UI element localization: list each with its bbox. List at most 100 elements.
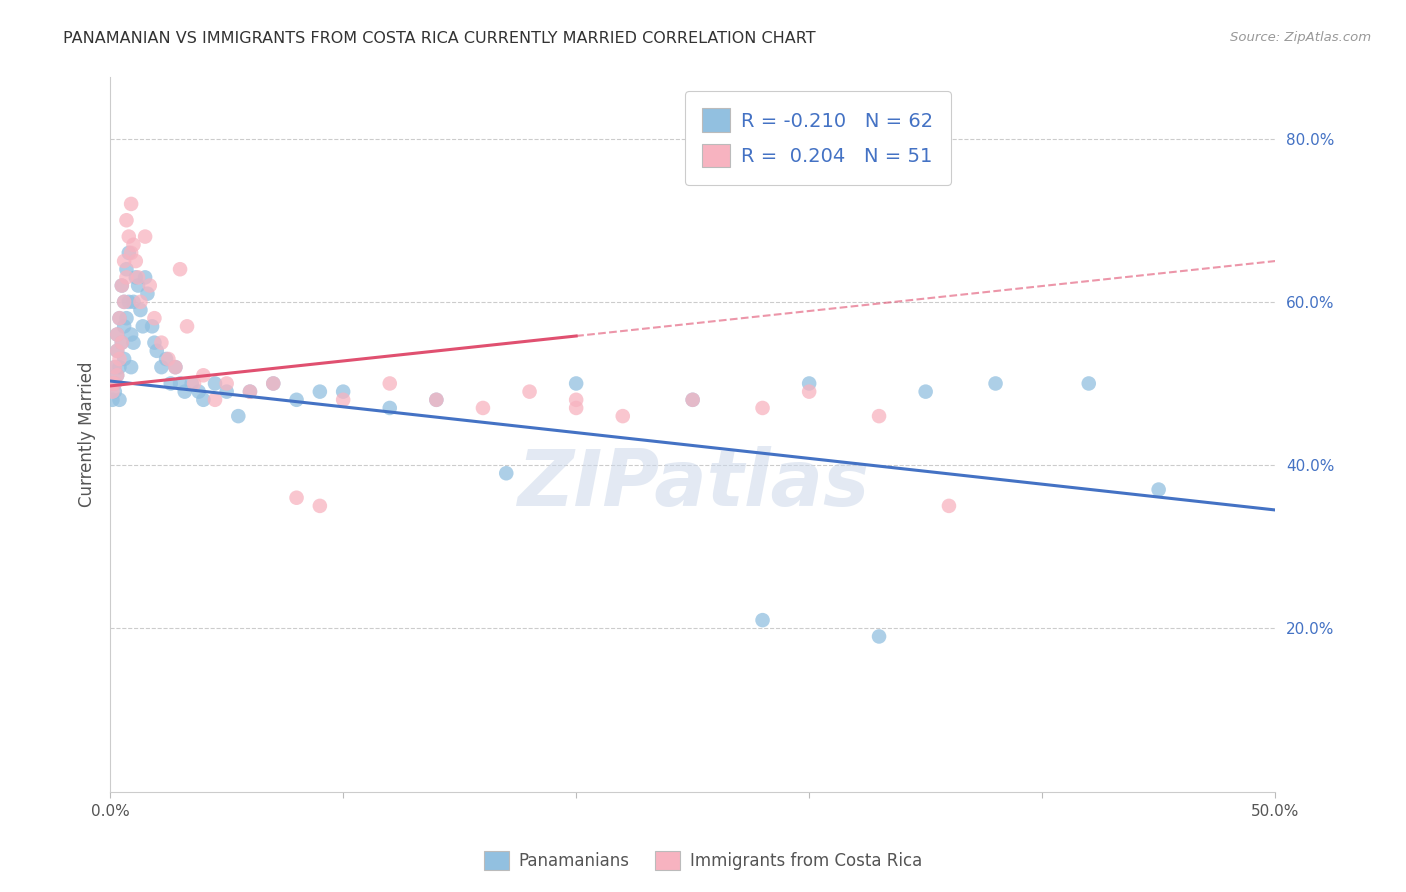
- Point: [187, 384, 209, 399]
- Point: [125, 270, 148, 285]
- Point: [226, 409, 249, 423]
- Point: [125, 254, 148, 268]
- Point: [682, 392, 704, 407]
- Point: [111, 278, 134, 293]
- Point: [285, 392, 308, 407]
- Point: [565, 376, 588, 391]
- Point: [145, 343, 167, 358]
- Point: [180, 376, 202, 391]
- Point: [122, 294, 145, 309]
- Point: [122, 237, 145, 252]
- Point: [132, 319, 155, 334]
- Point: [104, 376, 127, 391]
- Point: [308, 499, 330, 513]
- Point: [105, 368, 128, 383]
- Point: [143, 335, 166, 350]
- Point: [173, 384, 195, 399]
- Point: [751, 613, 773, 627]
- Point: [378, 401, 401, 415]
- Point: [471, 401, 494, 415]
- Point: [120, 327, 142, 342]
- Point: [136, 286, 159, 301]
- Point: [308, 384, 330, 399]
- Point: [204, 376, 226, 391]
- Point: [104, 360, 127, 375]
- Point: [193, 392, 215, 407]
- Point: [239, 384, 262, 399]
- Point: [108, 311, 131, 326]
- Point: [215, 376, 238, 391]
- Point: [101, 376, 124, 391]
- Point: [332, 384, 354, 399]
- Point: [332, 392, 354, 407]
- Point: [139, 278, 162, 293]
- Point: [105, 327, 128, 342]
- Point: [159, 376, 181, 391]
- Point: [868, 630, 890, 644]
- Point: [612, 409, 634, 423]
- Point: [112, 254, 135, 268]
- Point: [495, 467, 517, 481]
- Point: [262, 376, 284, 391]
- Y-axis label: Currently Married: Currently Married: [79, 362, 96, 508]
- Point: [262, 376, 284, 391]
- Point: [169, 262, 191, 277]
- Legend: R = -0.210   N = 62, R =  0.204   N = 51: R = -0.210 N = 62, R = 0.204 N = 51: [685, 91, 950, 185]
- Point: [425, 392, 447, 407]
- Point: [127, 270, 149, 285]
- Point: [1077, 376, 1099, 391]
- Point: [105, 343, 128, 358]
- Point: [112, 294, 135, 309]
- Point: [176, 319, 198, 334]
- Point: [285, 491, 308, 505]
- Point: [134, 270, 156, 285]
- Point: [112, 351, 135, 366]
- Point: [169, 376, 191, 391]
- Point: [165, 360, 187, 375]
- Point: [118, 229, 141, 244]
- Point: [938, 499, 960, 513]
- Point: [104, 360, 127, 375]
- Point: [682, 392, 704, 407]
- Point: [127, 278, 149, 293]
- Point: [797, 376, 820, 391]
- Point: [120, 246, 142, 260]
- Point: [1147, 483, 1170, 497]
- Point: [120, 197, 142, 211]
- Point: [155, 351, 177, 366]
- Text: ZIPatlas: ZIPatlas: [516, 447, 869, 523]
- Point: [111, 278, 134, 293]
- Point: [134, 229, 156, 244]
- Point: [797, 384, 820, 399]
- Point: [112, 294, 135, 309]
- Point: [112, 319, 135, 334]
- Point: [868, 409, 890, 423]
- Point: [157, 351, 180, 366]
- Text: PANAMANIAN VS IMMIGRANTS FROM COSTA RICA CURRENTLY MARRIED CORRELATION CHART: PANAMANIAN VS IMMIGRANTS FROM COSTA RICA…: [63, 31, 815, 46]
- Point: [111, 335, 134, 350]
- Point: [239, 384, 262, 399]
- Point: [115, 270, 138, 285]
- Point: [165, 360, 187, 375]
- Text: Source: ZipAtlas.com: Source: ZipAtlas.com: [1230, 31, 1371, 45]
- Legend: Panamanians, Immigrants from Costa Rica: Panamanians, Immigrants from Costa Rica: [477, 844, 929, 877]
- Point: [425, 392, 447, 407]
- Point: [105, 368, 128, 383]
- Point: [101, 376, 124, 391]
- Point: [122, 335, 145, 350]
- Point: [105, 327, 128, 342]
- Point: [108, 311, 131, 326]
- Point: [108, 392, 131, 407]
- Point: [378, 376, 401, 391]
- Point: [193, 368, 215, 383]
- Point: [129, 303, 152, 318]
- Point: [118, 246, 141, 260]
- Point: [108, 351, 131, 366]
- Point: [183, 376, 205, 391]
- Point: [984, 376, 1007, 391]
- Point: [565, 392, 588, 407]
- Point: [101, 384, 124, 399]
- Point: [150, 335, 173, 350]
- Point: [115, 213, 138, 227]
- Point: [120, 360, 142, 375]
